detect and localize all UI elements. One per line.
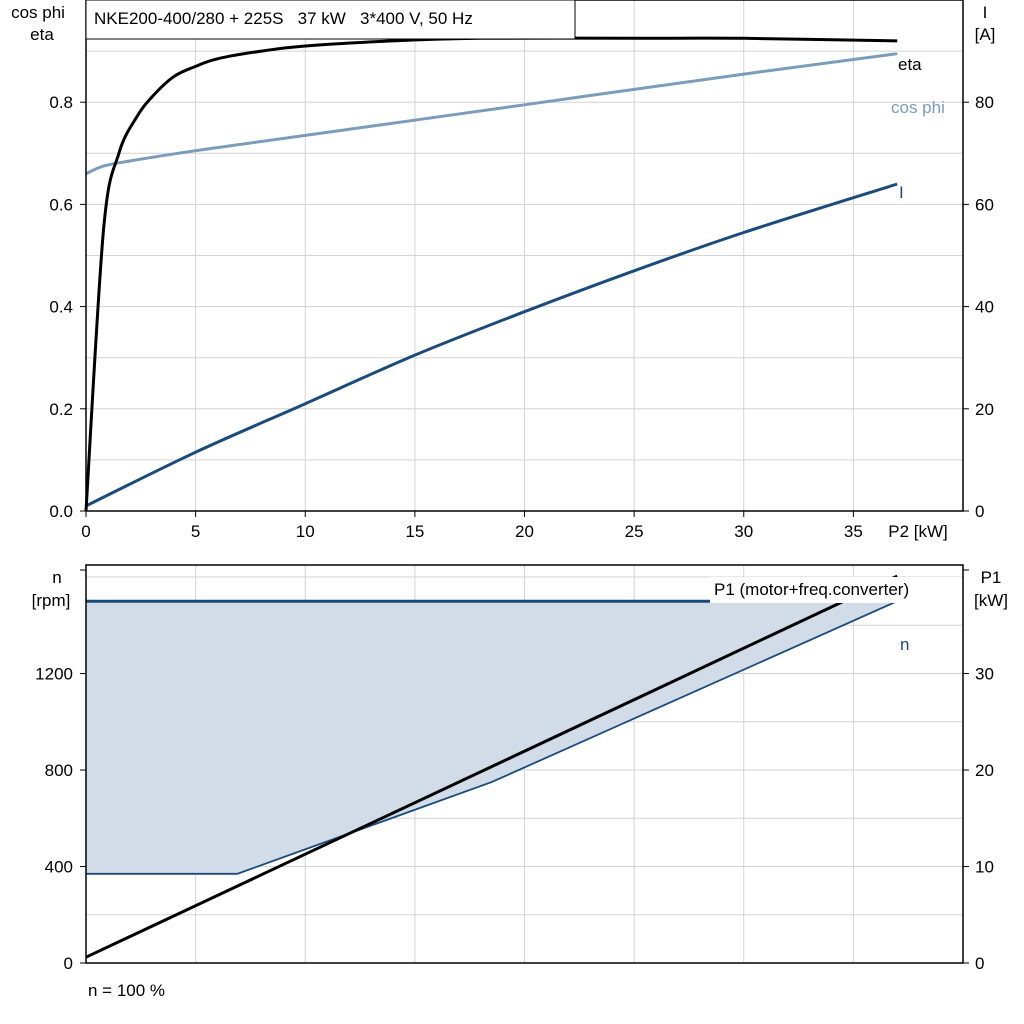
top-right-tick-label: 80 (975, 93, 994, 112)
top-left-tick-label: 0.2 (49, 400, 73, 419)
top-left-axis-label-2: eta (30, 25, 54, 44)
top-left-tick-label: 0.4 (49, 298, 73, 317)
series-label-i: I (899, 183, 904, 202)
top-left-axis-label-1: cos phi (11, 3, 65, 22)
x-tick-label: 20 (515, 522, 534, 541)
bottom-right-tick-label: 20 (975, 761, 994, 780)
top-right-tick-label: 40 (975, 298, 994, 317)
title-box (85, 0, 576, 40)
top-left-tick-label: 0.6 (49, 195, 73, 214)
series-label-cos-phi: cos phi (891, 98, 945, 117)
x-tick-label: 35 (844, 522, 863, 541)
top-right-tick-label: 0 (975, 502, 984, 521)
bottom-left-tick-label: 400 (45, 858, 73, 877)
bottom-right-tick-label: 0 (975, 954, 984, 973)
top-right-tick-label: 20 (975, 400, 994, 419)
eta-line (84, 36, 898, 512)
x-tick-label: 25 (625, 522, 644, 541)
top-left-tick-label: 0.8 (49, 93, 73, 112)
bottom-right-tick-label: 10 (975, 858, 994, 877)
p1-line (85, 574, 898, 959)
x-tick-label: 10 (296, 522, 315, 541)
p1-label-bg (710, 577, 962, 603)
series-layer (84, 36, 898, 959)
bottom-left-axis-label-1: n (52, 568, 61, 587)
top-right-tick-label: 60 (975, 195, 994, 214)
cos-phi-line (85, 52, 898, 176)
chart-title: NKE200-400/280 + 225S 37 kW 3*400 V, 50 … (94, 9, 473, 28)
top-right-axis-label-1: I (983, 3, 988, 22)
x-axis-label: P2 [kW] (888, 522, 948, 541)
series-label-p1: P1 (motor+freq.converter) (714, 580, 909, 599)
bottom-right-axis-label-2: [kW] (974, 591, 1008, 610)
bottom-left-tick-label: 800 (45, 761, 73, 780)
speed-range-band (86, 601, 898, 874)
top-left-tick-label: 0.0 (49, 502, 73, 521)
x-tick-label: 30 (734, 522, 753, 541)
current-line (85, 182, 898, 508)
bottom-left-axis-label-2: [rpm] (32, 591, 71, 610)
bottom-left-tick-label: 1200 (35, 665, 73, 684)
series-label-eta: eta (898, 55, 922, 74)
bottom-right-tick-label: 30 (975, 665, 994, 684)
top-grid (86, 0, 963, 511)
x-tick-label: 5 (191, 522, 200, 541)
bottom-left-tick-label: 0 (64, 954, 73, 973)
x-tick-label: 0 (81, 522, 90, 541)
tick-layer: 0 5 10 15 20 25 30 350.00.20.40.60.802040608004… (35, 93, 994, 973)
top-right-axis-label-2: [A] (975, 25, 996, 44)
series-label-n: n (900, 635, 909, 654)
x-tick-label: 15 (405, 522, 424, 541)
bottom-right-axis-label-1: P1 (981, 568, 1002, 587)
page-footer: n = 100 % (88, 981, 166, 1000)
bottom-plot-frame (85, 564, 964, 964)
